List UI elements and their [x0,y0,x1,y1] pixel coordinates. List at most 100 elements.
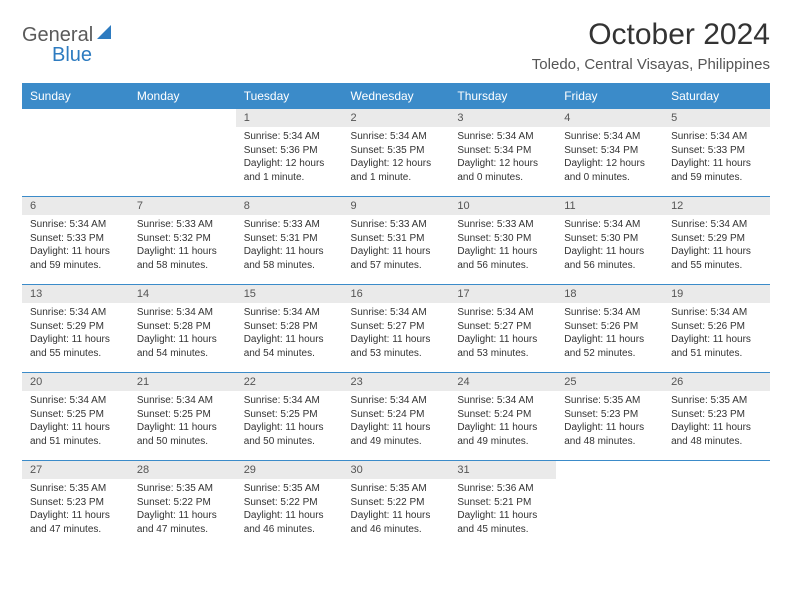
day-number: 1 [236,109,343,127]
day-number: 12 [663,197,770,215]
calendar-day-cell: 8Sunrise: 5:33 AMSunset: 5:31 PMDaylight… [236,197,343,285]
day-details: Sunrise: 5:34 AMSunset: 5:29 PMDaylight:… [663,215,770,276]
calendar-day-cell: 4Sunrise: 5:34 AMSunset: 5:34 PMDaylight… [556,109,663,197]
day-details: Sunrise: 5:34 AMSunset: 5:33 PMDaylight:… [22,215,129,276]
day-details: Sunrise: 5:35 AMSunset: 5:23 PMDaylight:… [556,391,663,452]
day-details: Sunrise: 5:34 AMSunset: 5:34 PMDaylight:… [556,127,663,188]
calendar-day-cell: 14Sunrise: 5:34 AMSunset: 5:28 PMDayligh… [129,285,236,373]
day-details: Sunrise: 5:35 AMSunset: 5:23 PMDaylight:… [22,479,129,540]
calendar-day-cell: 15Sunrise: 5:34 AMSunset: 5:28 PMDayligh… [236,285,343,373]
day-details: Sunrise: 5:34 AMSunset: 5:28 PMDaylight:… [129,303,236,364]
day-number: 5 [663,109,770,127]
calendar-day-cell: 16Sunrise: 5:34 AMSunset: 5:27 PMDayligh… [343,285,450,373]
day-number: 25 [556,373,663,391]
calendar-day-cell [556,461,663,549]
day-number: 22 [236,373,343,391]
weekday-header-row: SundayMondayTuesdayWednesdayThursdayFrid… [22,84,770,109]
day-number: 4 [556,109,663,127]
day-details: Sunrise: 5:34 AMSunset: 5:34 PMDaylight:… [449,127,556,188]
day-details: Sunrise: 5:34 AMSunset: 5:27 PMDaylight:… [343,303,450,364]
calendar-day-cell: 27Sunrise: 5:35 AMSunset: 5:23 PMDayligh… [22,461,129,549]
day-number: 18 [556,285,663,303]
day-details: Sunrise: 5:34 AMSunset: 5:33 PMDaylight:… [663,127,770,188]
day-details: Sunrise: 5:35 AMSunset: 5:22 PMDaylight:… [236,479,343,540]
calendar-day-cell: 6Sunrise: 5:34 AMSunset: 5:33 PMDaylight… [22,197,129,285]
day-details: Sunrise: 5:33 AMSunset: 5:31 PMDaylight:… [236,215,343,276]
calendar-day-cell: 23Sunrise: 5:34 AMSunset: 5:24 PMDayligh… [343,373,450,461]
calendar-day-cell: 24Sunrise: 5:34 AMSunset: 5:24 PMDayligh… [449,373,556,461]
day-number: 26 [663,373,770,391]
day-details: Sunrise: 5:34 AMSunset: 5:26 PMDaylight:… [556,303,663,364]
day-number: 2 [343,109,450,127]
day-number: 31 [449,461,556,479]
logo-text-blue: Blue [52,44,92,66]
weekday-header: Friday [556,84,663,109]
day-number: 21 [129,373,236,391]
calendar-day-cell: 18Sunrise: 5:34 AMSunset: 5:26 PMDayligh… [556,285,663,373]
day-number: 15 [236,285,343,303]
day-details: Sunrise: 5:33 AMSunset: 5:32 PMDaylight:… [129,215,236,276]
day-number: 27 [22,461,129,479]
day-number: 20 [22,373,129,391]
day-number: 16 [343,285,450,303]
calendar-day-cell [129,109,236,197]
calendar-week-row: 27Sunrise: 5:35 AMSunset: 5:23 PMDayligh… [22,461,770,549]
weekday-header: Sunday [22,84,129,109]
calendar-week-row: 13Sunrise: 5:34 AMSunset: 5:29 PMDayligh… [22,285,770,373]
calendar-day-cell: 31Sunrise: 5:36 AMSunset: 5:21 PMDayligh… [449,461,556,549]
day-number: 17 [449,285,556,303]
day-details: Sunrise: 5:34 AMSunset: 5:25 PMDaylight:… [129,391,236,452]
day-details: Sunrise: 5:34 AMSunset: 5:35 PMDaylight:… [343,127,450,188]
calendar-day-cell: 25Sunrise: 5:35 AMSunset: 5:23 PMDayligh… [556,373,663,461]
weekday-header: Monday [129,84,236,109]
calendar-week-row: 6Sunrise: 5:34 AMSunset: 5:33 PMDaylight… [22,197,770,285]
weekday-header: Tuesday [236,84,343,109]
calendar-day-cell: 22Sunrise: 5:34 AMSunset: 5:25 PMDayligh… [236,373,343,461]
calendar-day-cell: 11Sunrise: 5:34 AMSunset: 5:30 PMDayligh… [556,197,663,285]
day-number: 6 [22,197,129,215]
day-number: 3 [449,109,556,127]
weekday-header: Wednesday [343,84,450,109]
calendar-week-row: 20Sunrise: 5:34 AMSunset: 5:25 PMDayligh… [22,373,770,461]
day-details: Sunrise: 5:34 AMSunset: 5:24 PMDaylight:… [449,391,556,452]
day-details: Sunrise: 5:34 AMSunset: 5:24 PMDaylight:… [343,391,450,452]
day-number: 29 [236,461,343,479]
day-details: Sunrise: 5:34 AMSunset: 5:29 PMDaylight:… [22,303,129,364]
day-number: 23 [343,373,450,391]
calendar-day-cell [663,461,770,549]
calendar-day-cell: 19Sunrise: 5:34 AMSunset: 5:26 PMDayligh… [663,285,770,373]
calendar-table: SundayMondayTuesdayWednesdayThursdayFrid… [22,83,770,549]
day-details: Sunrise: 5:35 AMSunset: 5:23 PMDaylight:… [663,391,770,452]
title-block: October 2024 Toledo, Central Visayas, Ph… [532,18,770,79]
weekday-header: Thursday [449,84,556,109]
day-details: Sunrise: 5:34 AMSunset: 5:26 PMDaylight:… [663,303,770,364]
calendar-day-cell: 21Sunrise: 5:34 AMSunset: 5:25 PMDayligh… [129,373,236,461]
day-details: Sunrise: 5:33 AMSunset: 5:31 PMDaylight:… [343,215,450,276]
month-title: October 2024 [532,18,770,52]
calendar-day-cell: 10Sunrise: 5:33 AMSunset: 5:30 PMDayligh… [449,197,556,285]
header: General October 2024 Toledo, Central Vis… [22,18,770,79]
calendar-day-cell: 9Sunrise: 5:33 AMSunset: 5:31 PMDaylight… [343,197,450,285]
calendar-day-cell: 2Sunrise: 5:34 AMSunset: 5:35 PMDaylight… [343,109,450,197]
calendar-day-cell: 17Sunrise: 5:34 AMSunset: 5:27 PMDayligh… [449,285,556,373]
day-number: 14 [129,285,236,303]
day-details: Sunrise: 5:34 AMSunset: 5:30 PMDaylight:… [556,215,663,276]
day-details: Sunrise: 5:35 AMSunset: 5:22 PMDaylight:… [343,479,450,540]
sail-icon [97,25,115,46]
weekday-header: Saturday [663,84,770,109]
calendar-day-cell: 1Sunrise: 5:34 AMSunset: 5:36 PMDaylight… [236,109,343,197]
day-details: Sunrise: 5:34 AMSunset: 5:25 PMDaylight:… [22,391,129,452]
calendar-week-row: 1Sunrise: 5:34 AMSunset: 5:36 PMDaylight… [22,109,770,197]
day-details: Sunrise: 5:34 AMSunset: 5:36 PMDaylight:… [236,127,343,188]
calendar-day-cell: 5Sunrise: 5:34 AMSunset: 5:33 PMDaylight… [663,109,770,197]
calendar-day-cell: 13Sunrise: 5:34 AMSunset: 5:29 PMDayligh… [22,285,129,373]
location-text: Toledo, Central Visayas, Philippines [532,56,770,73]
day-number: 10 [449,197,556,215]
day-number: 7 [129,197,236,215]
day-details: Sunrise: 5:34 AMSunset: 5:25 PMDaylight:… [236,391,343,452]
day-number: 24 [449,373,556,391]
calendar-day-cell: 3Sunrise: 5:34 AMSunset: 5:34 PMDaylight… [449,109,556,197]
calendar-day-cell: 20Sunrise: 5:34 AMSunset: 5:25 PMDayligh… [22,373,129,461]
day-details: Sunrise: 5:33 AMSunset: 5:30 PMDaylight:… [449,215,556,276]
day-details: Sunrise: 5:35 AMSunset: 5:22 PMDaylight:… [129,479,236,540]
